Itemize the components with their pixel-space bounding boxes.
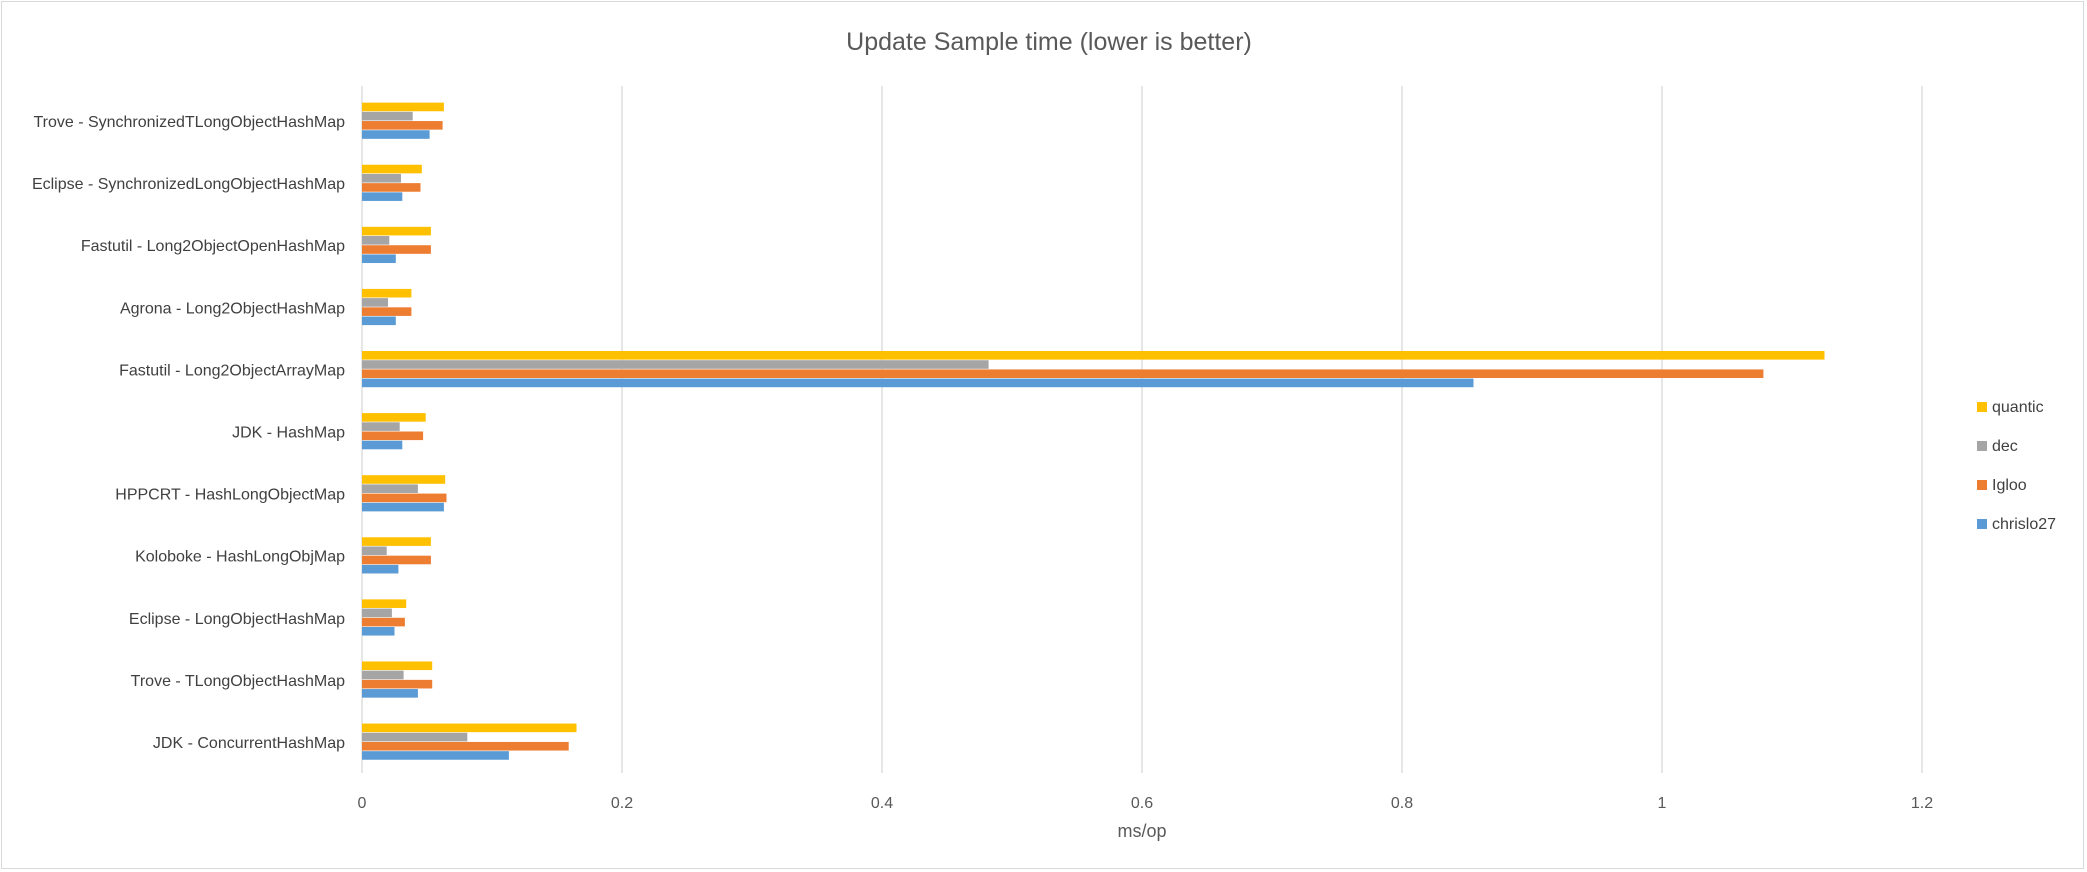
chart-title: Update Sample time (lower is better) <box>846 28 1252 56</box>
category-label: HPPCRT - HashLongObjectMap <box>115 487 345 504</box>
bar-dec <box>362 360 989 369</box>
bar-chrislo27 <box>362 440 403 450</box>
bar-quantic <box>362 164 422 174</box>
bar-dec <box>362 422 400 431</box>
x-tick-label: 1 <box>1658 795 1667 812</box>
category-label: Trove - SynchronizedTLongObjectHashMap <box>33 114 345 131</box>
bar-quantic <box>362 661 433 671</box>
legend-swatch-igloo <box>1977 480 1987 490</box>
bar-chrislo27 <box>362 130 430 139</box>
bar-quantic <box>362 288 412 298</box>
legend-label: quantic <box>1992 399 2044 416</box>
bar-quantic <box>362 537 431 546</box>
category-label: Trove - TLongObjectHashMap <box>131 673 345 690</box>
bar-quantic <box>362 413 426 422</box>
bar-igloo <box>362 307 412 316</box>
bar-dec <box>362 484 418 493</box>
bar-chrislo27 <box>362 626 395 636</box>
bar-igloo <box>362 555 431 565</box>
legend-swatch-quantic <box>1977 402 1987 412</box>
gridlines <box>361 86 1923 773</box>
bar-quantic <box>362 102 444 112</box>
bar-dec <box>362 173 401 183</box>
bar-dec <box>362 236 390 245</box>
bar-igloo <box>362 245 431 254</box>
bar-chrislo27 <box>362 378 1474 388</box>
bar-chrislo27 <box>362 564 399 574</box>
category-label: Eclipse - SynchronizedLongObjectHashMap <box>32 176 345 193</box>
category-label: JDK - HashMap <box>232 425 345 442</box>
bar-igloo <box>362 493 447 503</box>
category-label: Fastutil - Long2ObjectArrayMap <box>119 362 345 379</box>
bar-chrislo27 <box>362 254 396 264</box>
bar-dec <box>362 670 404 680</box>
x-axis-title: ms/op <box>1117 821 1166 841</box>
bar-dec <box>362 298 388 307</box>
bar-quantic <box>362 599 407 608</box>
category-label: JDK - ConcurrentHashMap <box>153 735 345 752</box>
category-label: Eclipse - LongObjectHashMap <box>129 611 345 628</box>
category-labels: Trove - SynchronizedTLongObjectHashMap Ec… <box>32 114 345 752</box>
legend-label: dec <box>1992 438 2018 455</box>
bar-chrislo27 <box>362 751 509 760</box>
bar-quantic <box>362 226 431 236</box>
category-label: Koloboke - HashLongObjMap <box>135 549 345 566</box>
x-tick-label: 0.8 <box>1391 795 1413 812</box>
legend-label: chrislo27 <box>1992 516 2056 533</box>
bars <box>362 102 1825 760</box>
bar-igloo <box>362 121 443 130</box>
bar-igloo <box>362 431 424 441</box>
bar-dec <box>362 732 468 742</box>
category-label: Fastutil - Long2ObjectOpenHashMap <box>81 238 345 255</box>
bar-quantic <box>362 723 577 733</box>
bar-quantic <box>362 475 446 484</box>
bar-igloo <box>362 369 1764 379</box>
x-tick-label: 0.2 <box>611 795 633 812</box>
bar-igloo <box>362 741 569 751</box>
bar-igloo <box>362 679 433 689</box>
bar-igloo <box>362 183 421 192</box>
bar-igloo <box>362 617 405 627</box>
x-tick-label: 0 <box>358 795 367 812</box>
bar-dec <box>362 111 413 121</box>
bar-chrislo27 <box>362 502 444 512</box>
legend-swatch-chrislo27 <box>1977 519 1987 529</box>
legend-swatch-dec <box>1977 441 1987 451</box>
category-label: Agrona - Long2ObjectHashMap <box>120 300 345 317</box>
x-tick-label: 1.2 <box>1911 795 1933 812</box>
bar-chrislo27 <box>362 316 396 326</box>
legend-label: Igloo <box>1992 477 2027 494</box>
x-tick-label: 0.6 <box>1131 795 1153 812</box>
bar-dec <box>362 608 392 618</box>
bar-chrislo27 <box>362 192 403 201</box>
legend: quantic dec Igloo chrislo27 <box>1977 399 2056 533</box>
bar-chrislo27 <box>362 689 418 698</box>
bar-quantic <box>362 351 1825 360</box>
x-tick-labels: 0 0.2 0.4 0.6 0.8 1 1.2 <box>358 795 1934 812</box>
x-tick-label: 0.4 <box>871 795 893 812</box>
bar-dec <box>362 546 387 556</box>
